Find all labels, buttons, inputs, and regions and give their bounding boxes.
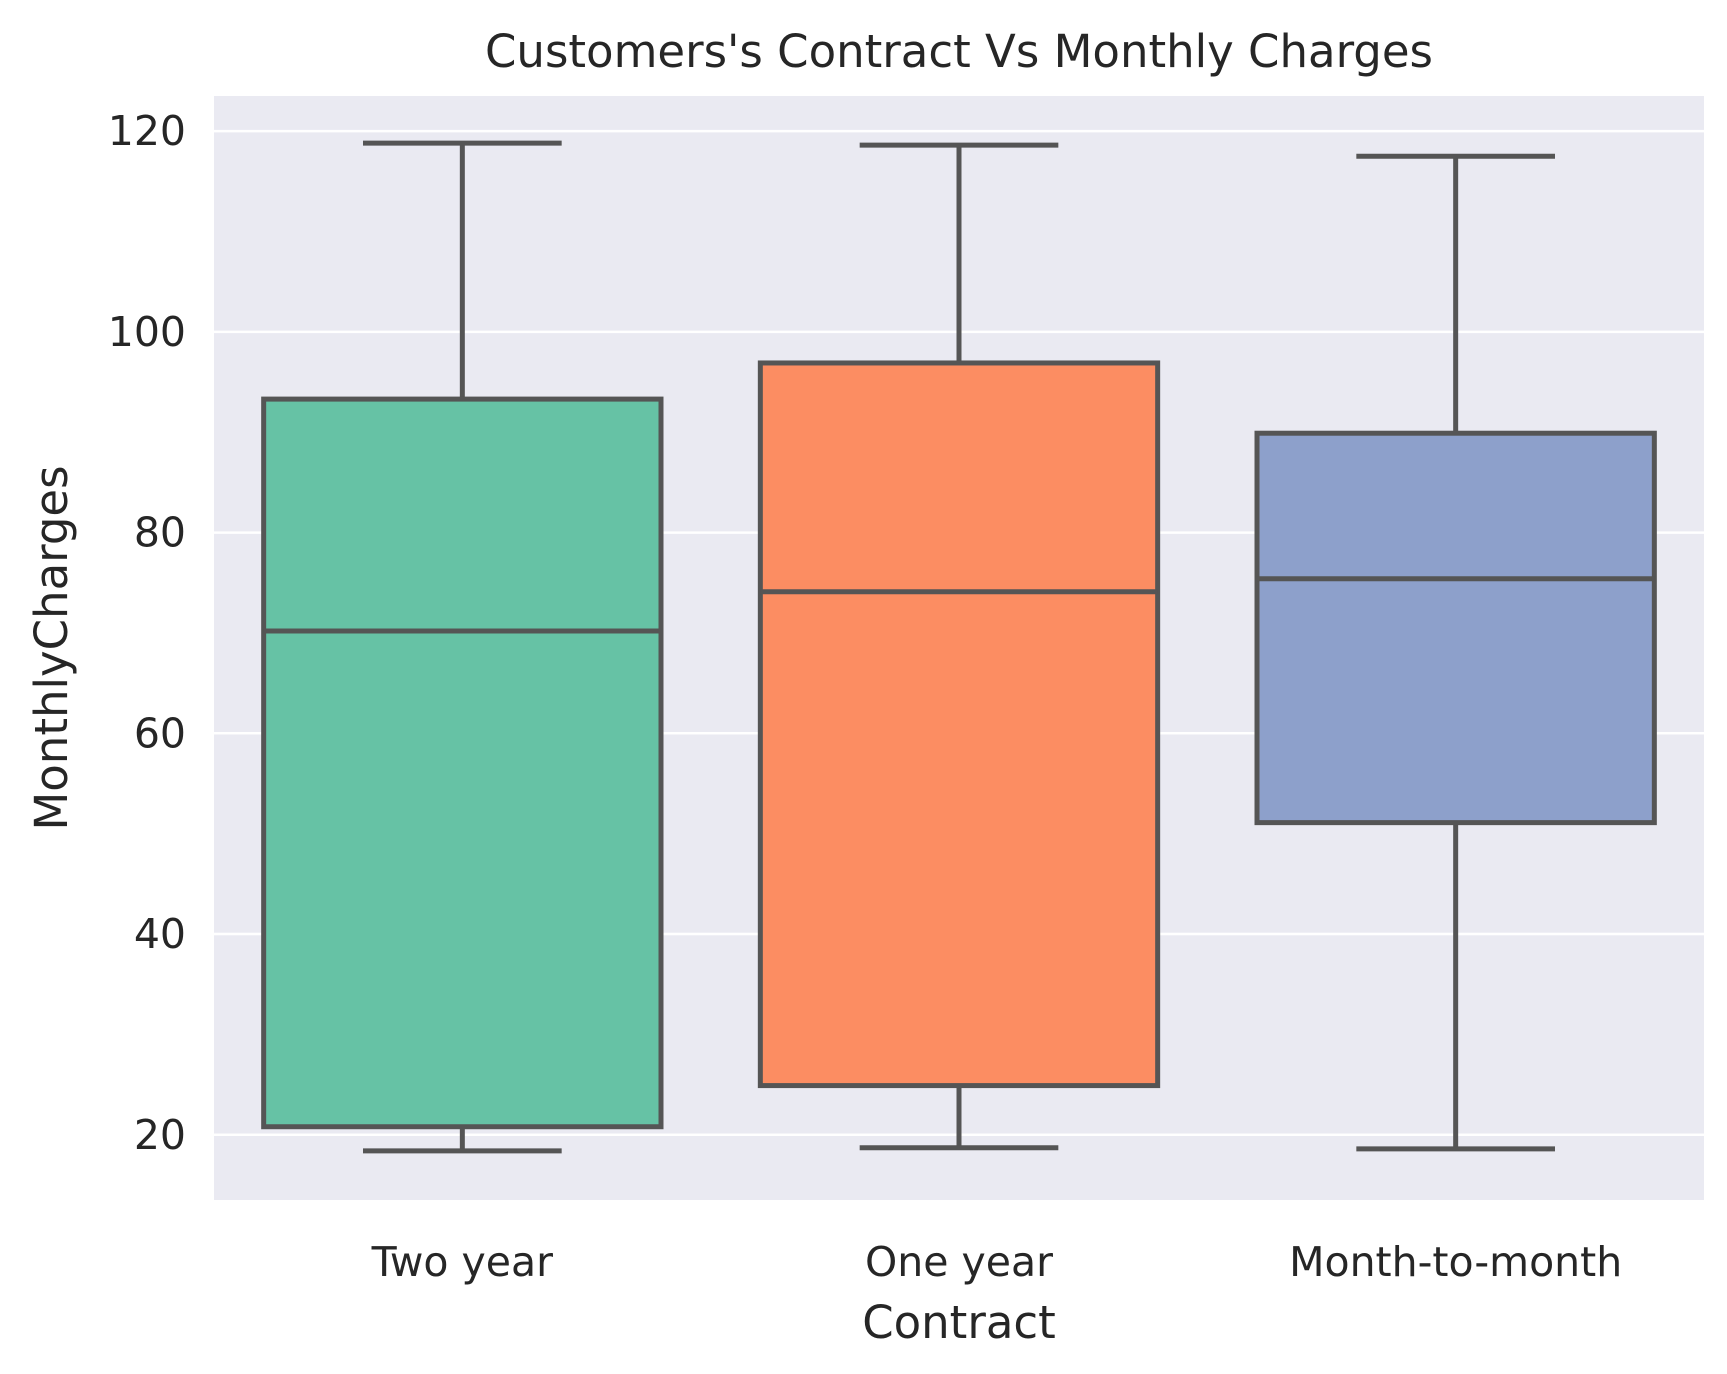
boxes (261, 140, 1657, 1154)
iqr-box (1254, 430, 1657, 826)
y-tick-label: 20 (134, 1111, 186, 1159)
box-two-year (261, 140, 664, 1154)
y-tick-label: 80 (134, 509, 186, 557)
x-axis-label: Contract (862, 1296, 1056, 1349)
x-tick-label: One year (865, 1238, 1053, 1286)
y-axis-label: MonthlyCharges (25, 465, 78, 830)
chart-title: Customers's Contract Vs Monthly Charges (485, 25, 1433, 78)
y-tick-label: 40 (134, 910, 186, 958)
y-tick-label: 100 (108, 308, 186, 356)
y-tick-label: 60 (134, 709, 186, 757)
y-tick-label: 120 (108, 107, 186, 155)
box-one-year (757, 142, 1161, 1151)
x-tick-label: Month-to-month (1289, 1238, 1622, 1286)
box-month-to-month (1254, 153, 1657, 1152)
y-tick-labels: 20 40 60 80 100 120 (108, 107, 186, 1159)
x-tick-label: Two year (371, 1238, 554, 1286)
x-tick-labels: Two year One year Month-to-month (371, 1238, 1623, 1286)
iqr-box (757, 360, 1161, 1089)
iqr-box (261, 396, 664, 1130)
